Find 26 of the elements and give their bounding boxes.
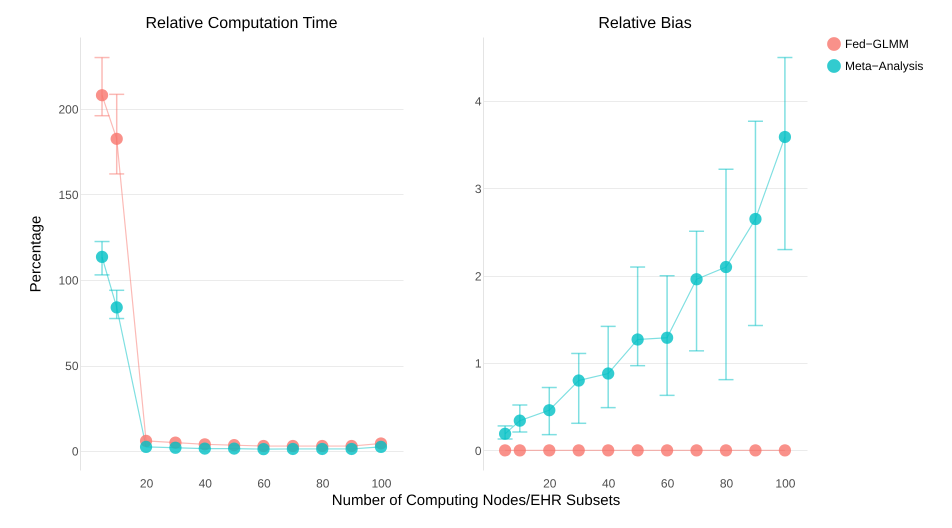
x-tick-label: 20 <box>140 476 154 490</box>
y-tick-label: 200 <box>58 102 79 116</box>
x-tick-label: 20 <box>543 476 557 490</box>
y-tick-label: 2 <box>474 269 482 284</box>
x-tick-label: 100 <box>371 476 392 490</box>
x-tick-label: 40 <box>602 476 616 490</box>
x-tick-label: 80 <box>316 476 330 490</box>
chart-title: Relative Computation Time <box>145 15 338 32</box>
y-tick-label: 4 <box>474 94 482 109</box>
x-tick-label: 60 <box>660 476 675 490</box>
y-axis-title: Percentage <box>27 216 44 292</box>
y-tick-label: 0 <box>72 444 79 459</box>
legend-label: Meta−Analysis <box>845 59 924 73</box>
y-tick-label: 0 <box>474 444 482 458</box>
x-tick-label: 40 <box>198 476 212 490</box>
y-tick-label: 3 <box>474 182 482 196</box>
legend-label: Fed−GLMM <box>845 37 909 51</box>
y-tick-label: 50 <box>65 359 79 374</box>
y-tick-label: 150 <box>58 188 79 202</box>
x-tick-label: 80 <box>720 476 734 490</box>
chart-title: Relative Bias <box>598 15 692 32</box>
x-tick-label: 100 <box>775 476 796 490</box>
y-tick-label: 1 <box>474 356 482 371</box>
x-tick-label: 60 <box>257 476 272 490</box>
y-tick-label: 100 <box>58 274 79 288</box>
x-axis-title: Number of Computing Nodes/EHR Subsets <box>330 492 622 509</box>
